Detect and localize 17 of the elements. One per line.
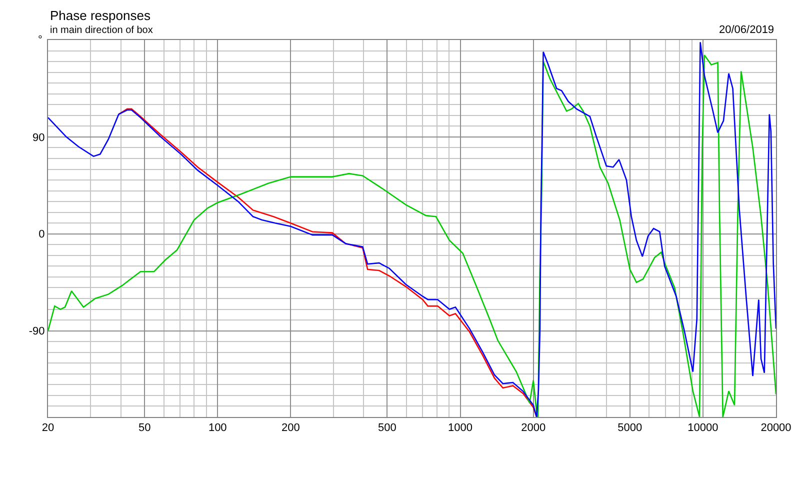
x-tick-label: 50 bbox=[138, 422, 151, 434]
x-tick-label: 100 bbox=[208, 422, 227, 434]
x-tick-label: 2000 bbox=[521, 422, 546, 434]
x-tick-label: 1000 bbox=[448, 422, 473, 434]
y-tick-label: 90 bbox=[32, 132, 45, 144]
x-tick-label: 20000 bbox=[760, 422, 792, 434]
text: 20/06/2019 bbox=[719, 24, 774, 36]
chart-subtitle: in main direction of box bbox=[50, 25, 153, 36]
y-tick-label: 0 bbox=[38, 228, 45, 241]
x-tick-label: 500 bbox=[378, 422, 396, 434]
x-tick-label: 200 bbox=[281, 422, 300, 434]
x-tick-label: 10000 bbox=[688, 422, 718, 434]
x-tick-label: 20 bbox=[42, 422, 54, 434]
y-axis-title: ° bbox=[38, 34, 42, 46]
x-tick-label: 5000 bbox=[618, 422, 642, 434]
y-tick-label: -90 bbox=[28, 326, 45, 338]
chart-title: Phase responses bbox=[50, 8, 151, 23]
